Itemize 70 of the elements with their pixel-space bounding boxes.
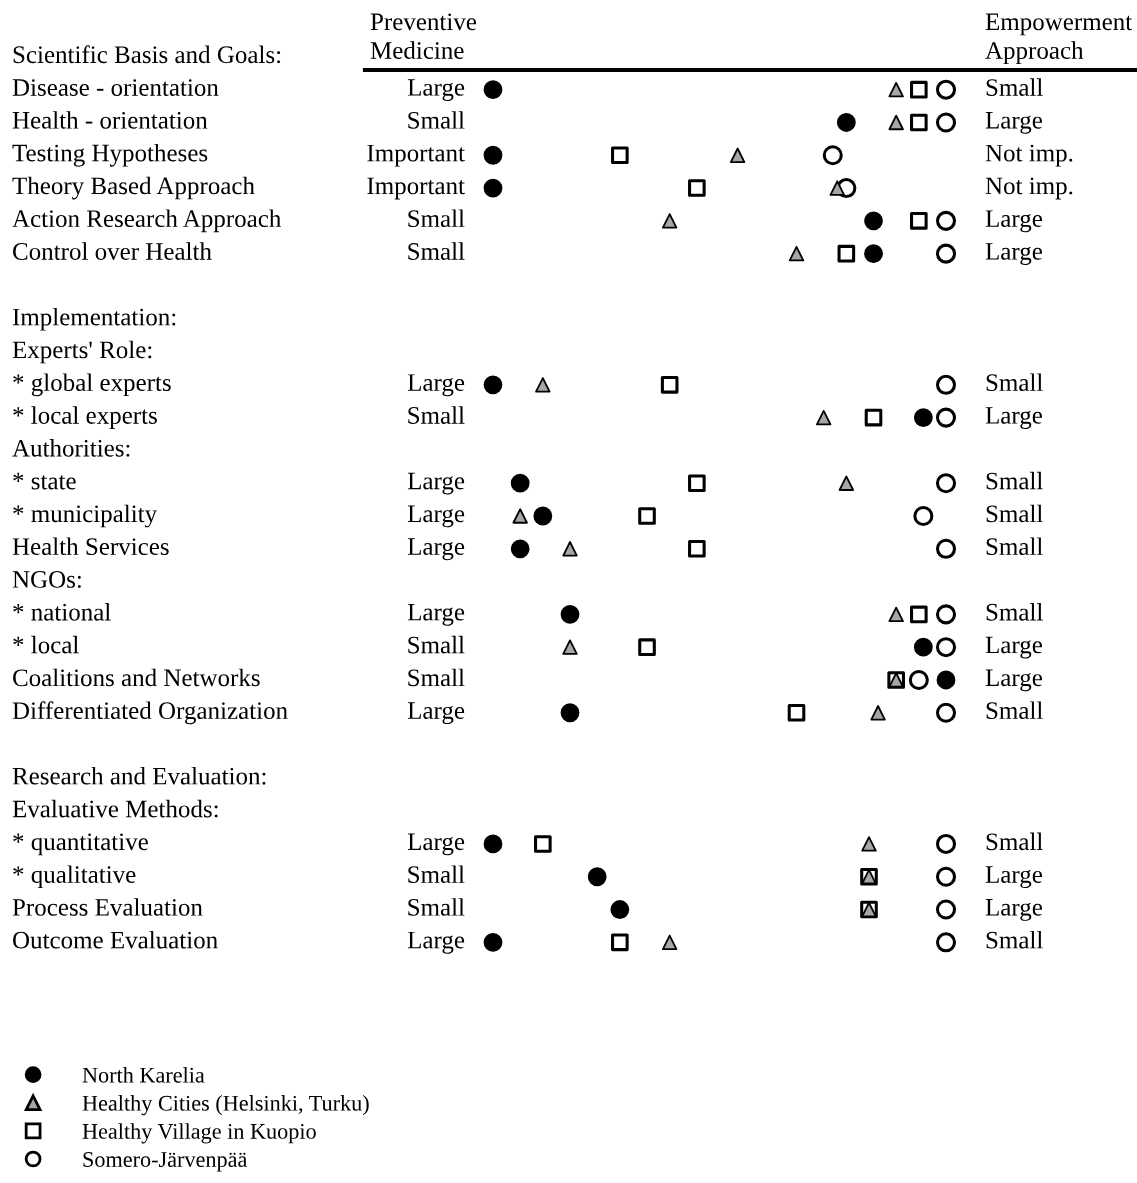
y-tick-label: * quantitative (13, 833, 148, 856)
text: Small (986, 930, 1043, 949)
text: Small (986, 78, 1043, 96)
legend-label: North Karelia (82, 1067, 205, 1083)
text: Large (985, 210, 1042, 233)
text: Large (407, 833, 465, 856)
y-tick-label: Differentiated Organization (12, 701, 288, 725)
y-tick-label: Theory Based Approach (12, 176, 255, 200)
y-tick-label: Disease - orientation (12, 79, 219, 96)
text: Authorities: (12, 439, 130, 457)
text: Large (407, 538, 465, 561)
text: Large (407, 603, 465, 626)
text: Important (367, 144, 465, 167)
text: Small (986, 832, 1043, 851)
text: Small (986, 471, 1043, 490)
y-tick-label: * local (13, 635, 79, 654)
text: Small (986, 537, 1043, 556)
text: Small (986, 701, 1043, 720)
text: Small (986, 373, 1043, 392)
text: Small (408, 635, 465, 654)
y-tick-label: * qualitative (13, 865, 136, 889)
text: Small (986, 603, 1043, 621)
y-tick-label: * municipality (13, 504, 158, 528)
y-tick-label: Health - orientation (12, 111, 208, 129)
text: Large (407, 472, 465, 495)
text: Important (367, 177, 465, 200)
text: Large (407, 702, 465, 725)
text: Evaluative Methods: (12, 799, 218, 818)
y-tick-label: Process Evaluation (12, 898, 203, 916)
text: Small (408, 406, 465, 424)
y-tick-label: Control over Health (13, 242, 212, 260)
legend-label: Healthy Cities (Helsinki, Turku) (82, 1095, 369, 1116)
text: Small (408, 898, 465, 916)
text: Large (985, 407, 1042, 429)
text: Large (985, 866, 1042, 889)
text: Experts' Role: (12, 340, 152, 364)
text: Scientific Basis and Goals: (13, 45, 281, 64)
text: Not imp. (985, 177, 1073, 200)
text: Small (408, 111, 465, 129)
text: Not imp. (985, 144, 1073, 167)
text: Large (407, 79, 465, 102)
y-tick-label: * local experts (13, 406, 157, 429)
y-tick-label: Coalitions and Networks (13, 668, 260, 687)
text: Preventive Medicine (370, 13, 477, 59)
text: Large (407, 931, 465, 954)
y-tick-label: Outcome Evaluation (13, 930, 218, 949)
text: Small (986, 504, 1043, 523)
text: Small (408, 209, 465, 228)
text: Small (408, 242, 465, 260)
y-tick-label: Health Services (12, 537, 169, 556)
text: Research and Evaluation: (12, 767, 266, 785)
text: Implementation: (12, 307, 176, 331)
text: Large (985, 112, 1042, 134)
text: Large (407, 374, 465, 397)
text: Large (985, 636, 1042, 659)
text: Empowerment Approach (985, 13, 1133, 64)
text: Large (985, 669, 1042, 692)
text: Small (408, 668, 465, 687)
legend-label: Healthy Village in Kuopio (82, 1123, 316, 1144)
y-tick-label: * state (13, 472, 76, 490)
text: Small (408, 865, 465, 883)
text: Large (407, 505, 465, 528)
text: Large (985, 899, 1042, 921)
text: Large (985, 243, 1042, 265)
y-tick-label: * national (13, 603, 111, 621)
y-tick-label: Testing Hypotheses (12, 143, 208, 167)
y-tick-label: * global experts (13, 373, 171, 397)
text: NGOs: (12, 571, 81, 588)
y-tick-label: Action Research Approach (12, 209, 282, 233)
legend-label: Somero-Järvenpää (83, 1152, 248, 1172)
